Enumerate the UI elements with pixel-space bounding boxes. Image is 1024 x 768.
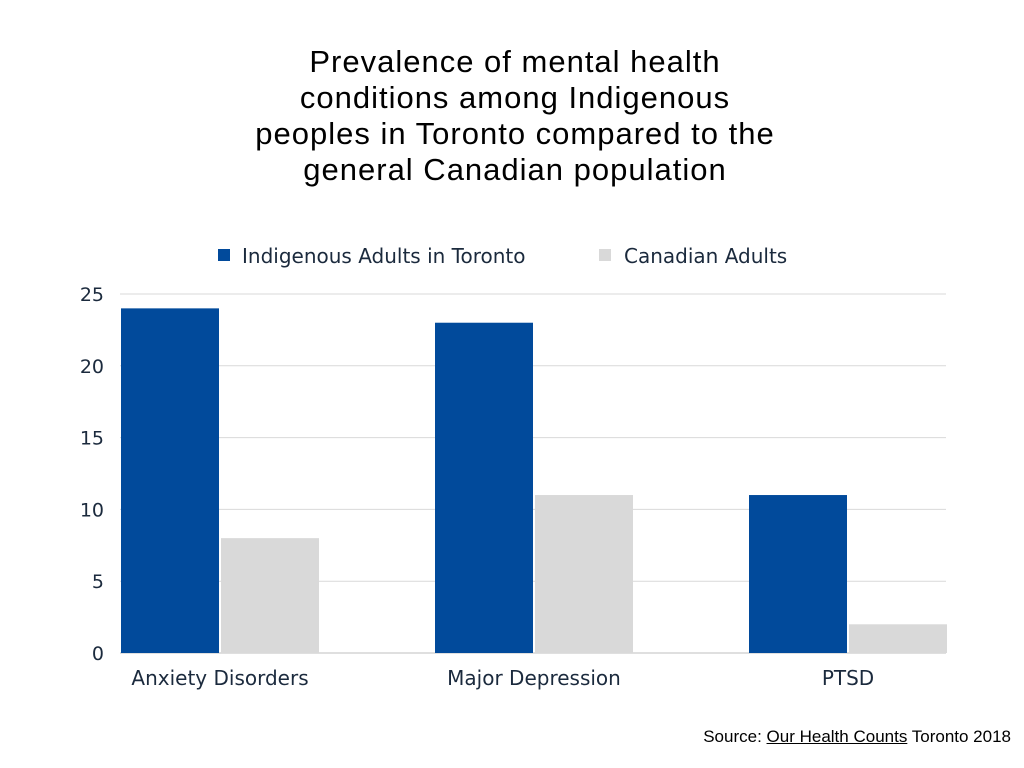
title-line: general Canadian population: [303, 152, 727, 187]
x-tick-label: Anxiety Disorders: [131, 666, 308, 690]
y-tick-label: 15: [80, 428, 104, 450]
source-note: Source: Our Health Counts Toronto 2018: [703, 727, 1011, 747]
title-line: Prevalence of mental health: [309, 44, 721, 79]
legend-label-canadian: Canadian Adults: [624, 244, 787, 268]
legend: Indigenous Adults in Toronto Canadian Ad…: [218, 244, 787, 268]
y-tick-label: 5: [92, 571, 104, 593]
bar-indigenous: [749, 495, 847, 653]
y-tick-label: 20: [80, 356, 104, 378]
title-line: peoples in Toronto compared to the: [255, 116, 775, 151]
x-tick-label: Major Depression: [447, 666, 621, 690]
y-tick-label: 0: [92, 643, 104, 665]
legend-swatch-indigenous: [218, 249, 230, 261]
y-tick-label: 25: [80, 284, 104, 306]
title-line: conditions among Indigenous: [299, 80, 731, 115]
bar-indigenous: [121, 308, 219, 653]
bar-indigenous: [435, 322, 533, 653]
y-tick-label: 10: [80, 499, 104, 521]
chart-title: Prevalence of mental health conditions a…: [0, 44, 1024, 188]
source-suffix: Toronto 2018: [907, 727, 1011, 746]
x-tick-label: PTSD: [822, 666, 874, 690]
legend-label-indigenous: Indigenous Adults in Toronto: [242, 244, 526, 268]
source-prefix: Source:: [703, 727, 767, 746]
bar-canadian: [535, 495, 633, 653]
bar-canadian: [849, 624, 947, 653]
legend-swatch-canadian: [599, 249, 611, 261]
bar-canadian: [221, 538, 319, 653]
source-link[interactable]: Our Health Counts: [766, 727, 908, 746]
